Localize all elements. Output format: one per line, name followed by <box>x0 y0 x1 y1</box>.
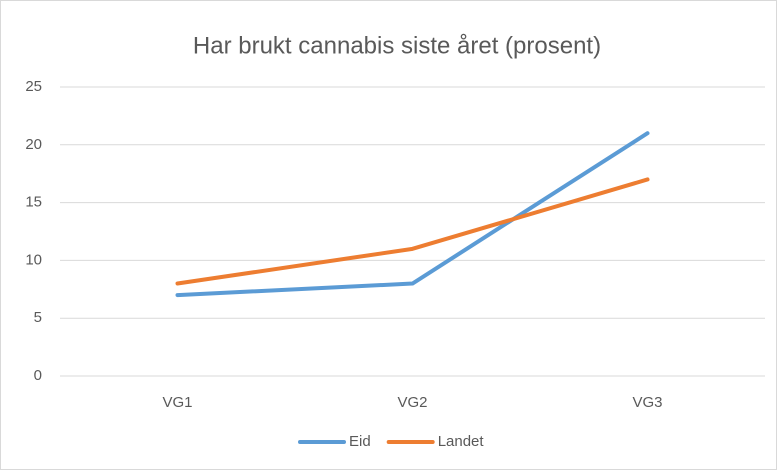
x-tick-label: VG1 <box>162 394 192 411</box>
y-tick-label: 25 <box>25 78 42 95</box>
series-line <box>175 131 650 298</box>
chart-title: Har brukt cannabis siste året (prosent) <box>193 32 601 59</box>
legend-label: Eid <box>349 433 371 450</box>
series-line <box>175 177 650 286</box>
y-tick-label: 20 <box>25 136 42 153</box>
y-tick-label: 0 <box>34 367 42 384</box>
y-tick-label: 15 <box>25 194 42 211</box>
y-tick-label: 10 <box>25 251 42 268</box>
y-tick-label: 5 <box>34 309 42 326</box>
x-tick-label: VG2 <box>397 394 427 411</box>
legend-label: Landet <box>438 433 485 450</box>
x-tick-label: VG3 <box>632 394 662 411</box>
